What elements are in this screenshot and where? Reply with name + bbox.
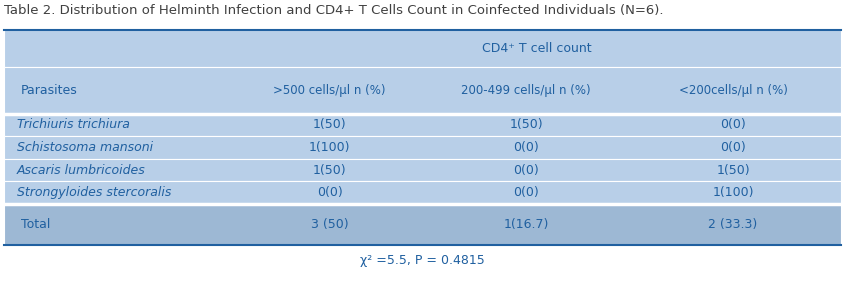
Text: CD4⁺ T cell count: CD4⁺ T cell count: [481, 42, 591, 55]
Text: 0(0): 0(0): [512, 186, 538, 199]
Bar: [4, 181, 840, 204]
Text: 0(0): 0(0): [512, 164, 538, 177]
Text: Total: Total: [21, 218, 51, 231]
Text: 0(0): 0(0): [719, 118, 745, 131]
Text: 1(50): 1(50): [312, 118, 346, 131]
Text: >500 cells/μl n (%): >500 cells/μl n (%): [273, 84, 386, 97]
Text: 1(50): 1(50): [716, 164, 749, 177]
Bar: [4, 159, 840, 181]
Text: 1(50): 1(50): [312, 164, 346, 177]
Text: Strongyloides stercoralis: Strongyloides stercoralis: [17, 186, 171, 199]
Text: χ² =5.5, P = 0.4815: χ² =5.5, P = 0.4815: [360, 254, 484, 267]
Text: 2 (33.3): 2 (33.3): [707, 218, 757, 231]
Text: Schistosoma mansoni: Schistosoma mansoni: [17, 141, 153, 154]
Text: 1(16.7): 1(16.7): [503, 218, 548, 231]
Text: 0(0): 0(0): [316, 186, 342, 199]
Text: 200-499 cells/μl n (%): 200-499 cells/μl n (%): [461, 84, 590, 97]
Text: Trichiuris trichiura: Trichiuris trichiura: [17, 118, 130, 131]
Bar: [4, 113, 840, 136]
Bar: [4, 136, 840, 159]
Text: Parasites: Parasites: [21, 84, 78, 97]
Text: 0(0): 0(0): [719, 141, 745, 154]
Text: <200cells/μl n (%): <200cells/μl n (%): [678, 84, 787, 97]
Text: 1(100): 1(100): [711, 186, 753, 199]
Text: Ascaris lumbricoides: Ascaris lumbricoides: [17, 164, 145, 177]
Text: 0(0): 0(0): [512, 141, 538, 154]
Text: 3 (50): 3 (50): [311, 218, 348, 231]
Text: 1(100): 1(100): [308, 141, 350, 154]
Text: 1(50): 1(50): [509, 118, 542, 131]
Text: Table 2. Distribution of Helminth Infection and CD4+ T Cells Count in Coinfected: Table 2. Distribution of Helminth Infect…: [4, 4, 663, 17]
